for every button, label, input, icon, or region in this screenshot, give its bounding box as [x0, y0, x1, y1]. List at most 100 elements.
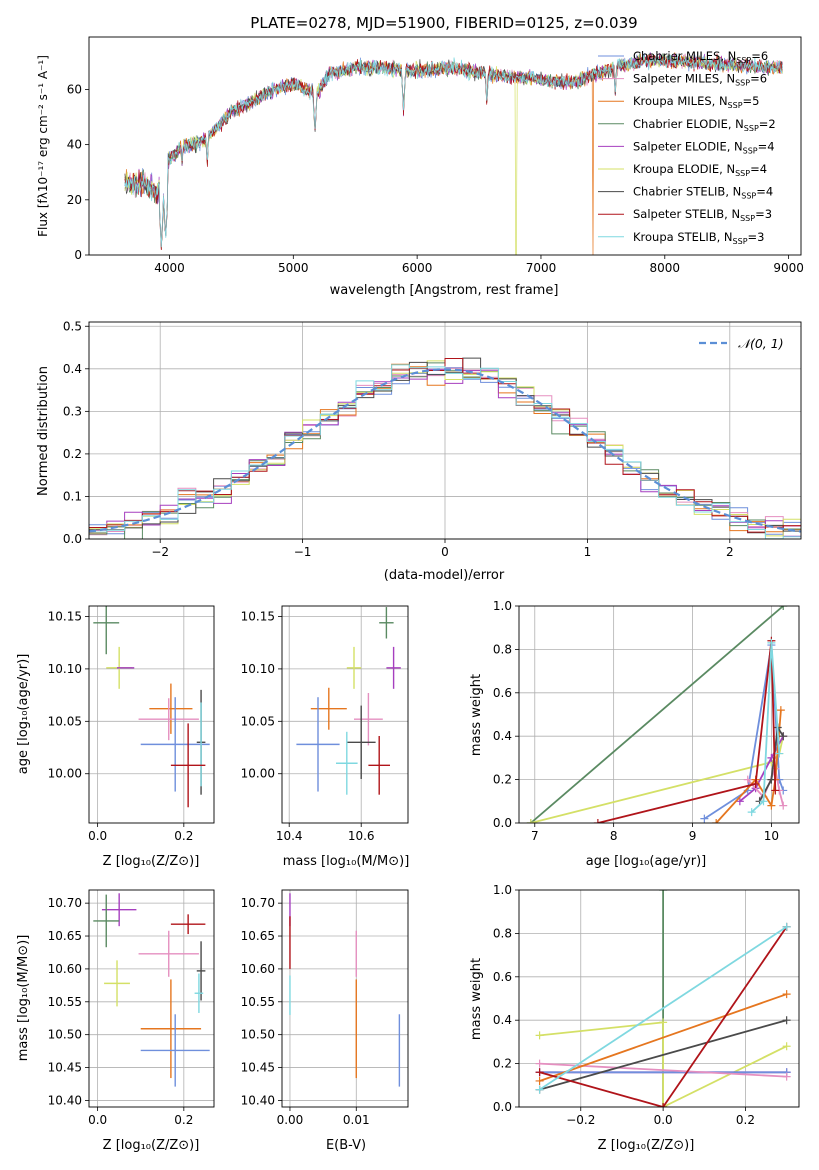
- x-tick-label: 2: [726, 545, 734, 559]
- weight-marker-kroupa_elodie: [526, 819, 535, 823]
- legend-label-kroupa_miles: Kroupa MILES, NSSP=5: [633, 94, 759, 110]
- spectrum-line-kroupa_stelib: [124, 53, 783, 248]
- weight-marker-kroupa_stelib: [782, 922, 791, 931]
- x-tick-label: 7000: [526, 261, 557, 275]
- mass-vs-Z-x-label: Z [log₁₀(Z/Z⊙)]: [103, 1138, 200, 1153]
- y-tick-label: 10.50: [48, 1028, 82, 1042]
- y-tick-label: 10.00: [241, 767, 275, 781]
- plot-area: [526, 606, 788, 823]
- x-tick-label: 10: [764, 829, 779, 843]
- axes-frame: [88, 36, 802, 256]
- y-tick-label: 0.0: [63, 532, 82, 546]
- y-tick-label: 10.40: [48, 1093, 82, 1107]
- legend-text: Kroupa MILES, N: [633, 94, 728, 108]
- weight-marker-salpeter_miles: [782, 1072, 791, 1081]
- axes-frame: [518, 889, 800, 1108]
- mass-vs-ebv-plot: 0.00 0.01 10.40 10.45 10.50 10.55 10.60 10.65 10…: [241, 889, 409, 1127]
- x-tick-label: 5000: [278, 261, 309, 275]
- y-tick-label: 0.2: [493, 1057, 512, 1071]
- histogram-y-label: Normed distribution: [36, 366, 51, 496]
- y-tick-label: 0.3: [63, 404, 82, 418]
- weight-marker-kroupa_stelib: [747, 808, 756, 817]
- weight-marker-salpeter_stelib: [535, 1068, 544, 1077]
- x-tick-label: 7: [531, 829, 539, 843]
- histogram-kroupa_stelib: [89, 364, 801, 539]
- x-tick-label: 0.0: [88, 1113, 107, 1127]
- y-tick-label: 10.00: [48, 767, 82, 781]
- weight-marker-kroupa_elodie: [535, 1031, 544, 1040]
- legend-text: Salpeter STELIB, N: [633, 207, 740, 221]
- legend-subscript: SSP: [735, 169, 750, 178]
- weight-marker-kroupa_miles: [782, 990, 791, 999]
- legend-text: Salpeter ELODIE, N: [633, 139, 743, 153]
- y-tick-label: 10.55: [48, 995, 82, 1009]
- weight-line-kroupa_stelib: [539, 926, 788, 1091]
- x-tick-label: 8000: [650, 261, 681, 275]
- legend-subscript: SSP: [733, 237, 748, 246]
- weight-line-kroupa_elodie: [539, 1021, 787, 1107]
- legend-text: Kroupa STELIB, N: [633, 230, 733, 244]
- weight-vs-age-plot: 7 8 9 10 0.0 0.2 0.4 0.6 0.8 1.0: [493, 599, 800, 843]
- y-tick-label: 0.4: [493, 729, 512, 743]
- weight-marker-chabrier_stelib: [782, 1016, 791, 1025]
- legend-label-salpeter_miles: Salpeter MILES, NSSP=6: [633, 72, 767, 88]
- legend-text: =3: [755, 207, 772, 221]
- weight-marker-salpeter_stelib: [659, 1103, 668, 1107]
- age-vs-metallicity-plot: 0.0 0.2 10.00 10.05 10.10 10.15: [48, 605, 215, 843]
- legend-subscript: SSP: [735, 79, 750, 88]
- weight-marker-chabrier_elodie: [779, 606, 788, 610]
- plot-area: [535, 890, 791, 1107]
- y-tick-label: 0.8: [493, 642, 512, 656]
- weight-marker-kroupa_miles: [767, 801, 776, 810]
- legend-normal-label: 𝒩(0, 1): [738, 336, 784, 351]
- weight-marker-kroupa_stelib: [759, 797, 768, 806]
- weight-vs-Z-y-label: mass weight: [469, 958, 484, 1040]
- weight-marker-salpeter_miles: [779, 801, 788, 810]
- y-tick-label: 0.6: [493, 686, 512, 700]
- age-vs-mass-plot: 10.4 10.6 10.00 10.05 10.10 10.15: [241, 605, 409, 843]
- weight-marker-kroupa_stelib: [535, 1085, 544, 1094]
- x-tick-label: 0: [441, 545, 449, 559]
- weight-line-chabrier_stelib: [539, 1019, 787, 1091]
- legend-text: Chabrier ELODIE, N: [633, 117, 744, 131]
- x-tick-label: 0.00: [277, 1113, 304, 1127]
- x-tick-label: −1: [294, 545, 312, 559]
- legend-subscript: SSP: [728, 101, 743, 110]
- y-tick-label: 10.45: [241, 1061, 275, 1075]
- legend-text: Kroupa ELODIE, N: [633, 162, 735, 176]
- y-tick-label: 10.45: [48, 1061, 82, 1075]
- weight-line-salpeter_stelib: [597, 640, 777, 823]
- weight-marker-salpeter_stelib: [771, 786, 780, 795]
- weight-vs-age-x-label: age [log₁₀(age/yr)]: [586, 854, 707, 869]
- x-tick-label: −2: [151, 545, 169, 559]
- mass-vs-metallicity-plot: 0.0 0.2 10.40 10.45 10.50 10.55 10.60 10.65 10.7…: [48, 889, 215, 1127]
- weight-line-kroupa_stelib: [751, 642, 781, 813]
- axes-frame: [88, 321, 802, 540]
- spectrum-plot: 4000 5000 6000 7000 8000 9000 0 20 40 60 Chabrier …: [67, 36, 804, 275]
- y-tick-label: 0.4: [63, 362, 82, 376]
- weight-marker-chabrier_miles: [700, 814, 709, 823]
- legend-text: =5: [743, 94, 760, 108]
- legend-subscript: SSP: [741, 192, 756, 201]
- age-vs-Z-x-label: Z [log₁₀(Z/Z⊙)]: [103, 854, 200, 869]
- y-tick-label: 10.15: [48, 609, 82, 623]
- y-tick-label: 0.4: [493, 1013, 512, 1027]
- legend-subscript: SSP: [744, 124, 759, 133]
- y-tick-label: 1.0: [493, 883, 512, 897]
- y-tick-label: 10.10: [48, 662, 82, 676]
- weight-line-salpeter_stelib: [539, 926, 788, 1107]
- x-tick-label: 10.6: [348, 829, 375, 843]
- plot-area: [93, 606, 210, 808]
- y-tick-label: 10.70: [48, 896, 82, 910]
- y-tick-label: 10.60: [48, 962, 82, 976]
- legend-text: =4: [756, 185, 773, 199]
- legend-text: =6: [751, 49, 768, 63]
- weight-marker-salpeter_stelib: [593, 819, 602, 823]
- axes-frame: [281, 605, 409, 824]
- x-tick-label: 0.0: [88, 829, 107, 843]
- plot-area: [124, 51, 783, 255]
- y-tick-label: 1.0: [493, 599, 512, 613]
- y-tick-label: 40: [67, 138, 82, 152]
- legend-label-salpeter_stelib: Salpeter STELIB, NSSP=3: [633, 207, 772, 223]
- y-tick-label: 0.8: [493, 926, 512, 940]
